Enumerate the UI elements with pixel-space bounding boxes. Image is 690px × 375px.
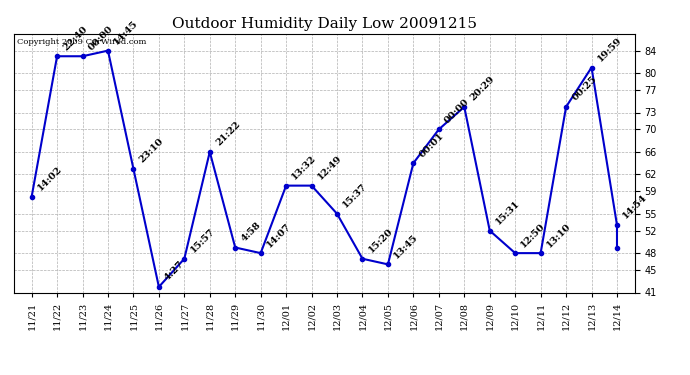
Text: 00:01: 00:01 xyxy=(417,131,446,159)
Text: 13:10: 13:10 xyxy=(545,221,573,249)
Text: 12:49: 12:49 xyxy=(316,154,344,182)
Text: 13:45: 13:45 xyxy=(392,232,420,260)
Text: 21:22: 21:22 xyxy=(214,120,242,148)
Text: 14:54: 14:54 xyxy=(621,193,649,221)
Text: 22:40: 22:40 xyxy=(61,24,89,52)
Text: 14:07: 14:07 xyxy=(265,221,293,249)
Text: 13:32: 13:32 xyxy=(290,154,318,182)
Text: 4:27: 4:27 xyxy=(163,260,186,283)
Text: 14:02: 14:02 xyxy=(36,165,63,193)
Text: 15:37: 15:37 xyxy=(341,182,369,210)
Text: 00:00: 00:00 xyxy=(443,97,471,125)
Text: 23:10: 23:10 xyxy=(137,136,166,165)
Text: 12:50: 12:50 xyxy=(520,221,547,249)
Text: 19:59: 19:59 xyxy=(595,36,624,63)
Text: 00:00: 00:00 xyxy=(87,24,115,52)
Text: 00:25: 00:25 xyxy=(570,75,598,103)
Text: 14:45: 14:45 xyxy=(112,19,140,46)
Text: 4:58: 4:58 xyxy=(239,220,263,243)
Title: Outdoor Humidity Daily Low 20091215: Outdoor Humidity Daily Low 20091215 xyxy=(172,17,477,31)
Text: 15:31: 15:31 xyxy=(494,199,522,226)
Text: 15:20: 15:20 xyxy=(366,226,395,255)
Text: 20:29: 20:29 xyxy=(469,75,497,103)
Text: 15:57: 15:57 xyxy=(188,227,217,255)
Text: Copyright 2009 CarWired.com: Copyright 2009 CarWired.com xyxy=(17,38,146,46)
